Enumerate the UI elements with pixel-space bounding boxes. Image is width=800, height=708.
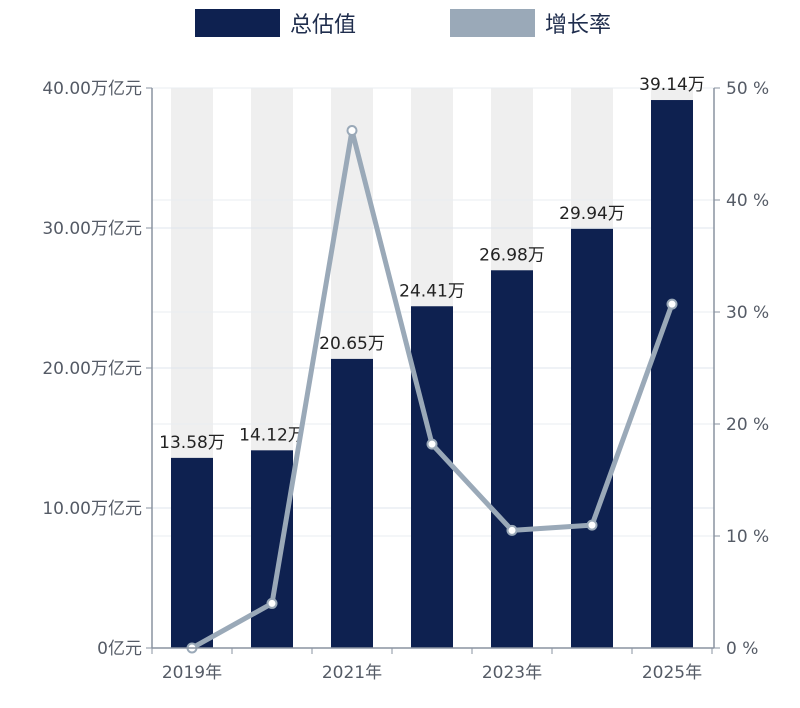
left-tick-label: 30.00万亿元 — [42, 219, 142, 239]
growth-point — [266, 597, 278, 609]
x-tick-label: 2025年 — [642, 663, 702, 683]
watermark: 大数跨境 — [30, 684, 86, 700]
line-series — [186, 125, 678, 654]
growth-point — [666, 298, 678, 310]
bar — [571, 228, 613, 648]
bar — [651, 100, 693, 649]
bar-value-label: 39.14万 — [639, 75, 705, 95]
left-tick-label: 0亿元 — [97, 639, 142, 659]
legend: 总估值 增长率 — [195, 9, 611, 38]
legend-swatch-bar — [195, 9, 280, 37]
bar-value-label: 13.58万 — [159, 433, 225, 453]
right-tick-label: 50 % — [726, 79, 769, 99]
bar-value-label: 29.94万 — [559, 204, 625, 224]
left-tick-label: 20.00万亿元 — [42, 359, 142, 379]
watermark-text: 大数跨境 — [30, 684, 86, 700]
left-axis-ticks: 0亿元 10.00万亿元 20.00万亿元 30.00万亿元 40.00万亿元 — [42, 79, 152, 659]
bar-value-label: 20.65万 — [319, 334, 385, 354]
right-tick-label: 0 % — [726, 639, 758, 659]
x-tick-label: 2019年 — [162, 663, 222, 683]
growth-point — [426, 438, 438, 450]
left-tick-label: 10.00万亿元 — [42, 499, 142, 519]
bar — [251, 450, 293, 648]
bar — [411, 306, 453, 648]
left-tick-label: 40.00万亿元 — [42, 79, 142, 99]
bar — [331, 358, 373, 648]
right-tick-label: 10 % — [726, 527, 769, 547]
right-axis-ticks: 0 % 10 % 20 % 30 % 40 % 50 % — [714, 79, 769, 659]
bar-labels: 13.58万 14.12万 20.65万 24.41万 26.98万 29.94万 39.1… — [159, 75, 705, 453]
bar — [171, 457, 213, 648]
bar-value-label: 26.98万 — [479, 245, 545, 265]
growth-point — [346, 125, 358, 137]
right-tick-label: 40 % — [726, 191, 769, 211]
right-tick-label: 30 % — [726, 303, 769, 323]
x-tick-label: 2021年 — [322, 663, 382, 683]
bar-value-label: 14.12万 — [239, 425, 305, 445]
bar-series — [171, 100, 693, 649]
growth-point — [506, 524, 518, 536]
legend-label-bar: 总估值 — [290, 13, 356, 38]
x-axis-ticks: 2019年 2021年 2023年 2025年 — [151, 648, 713, 683]
bar — [491, 270, 533, 648]
x-tick-label: 2023年 — [482, 663, 542, 683]
legend-label-line: 增长率 — [545, 13, 611, 38]
legend-swatch-line — [450, 9, 535, 37]
bar-value-label: 24.41万 — [399, 281, 465, 301]
right-tick-label: 20 % — [726, 415, 769, 435]
growth-point — [586, 519, 598, 531]
